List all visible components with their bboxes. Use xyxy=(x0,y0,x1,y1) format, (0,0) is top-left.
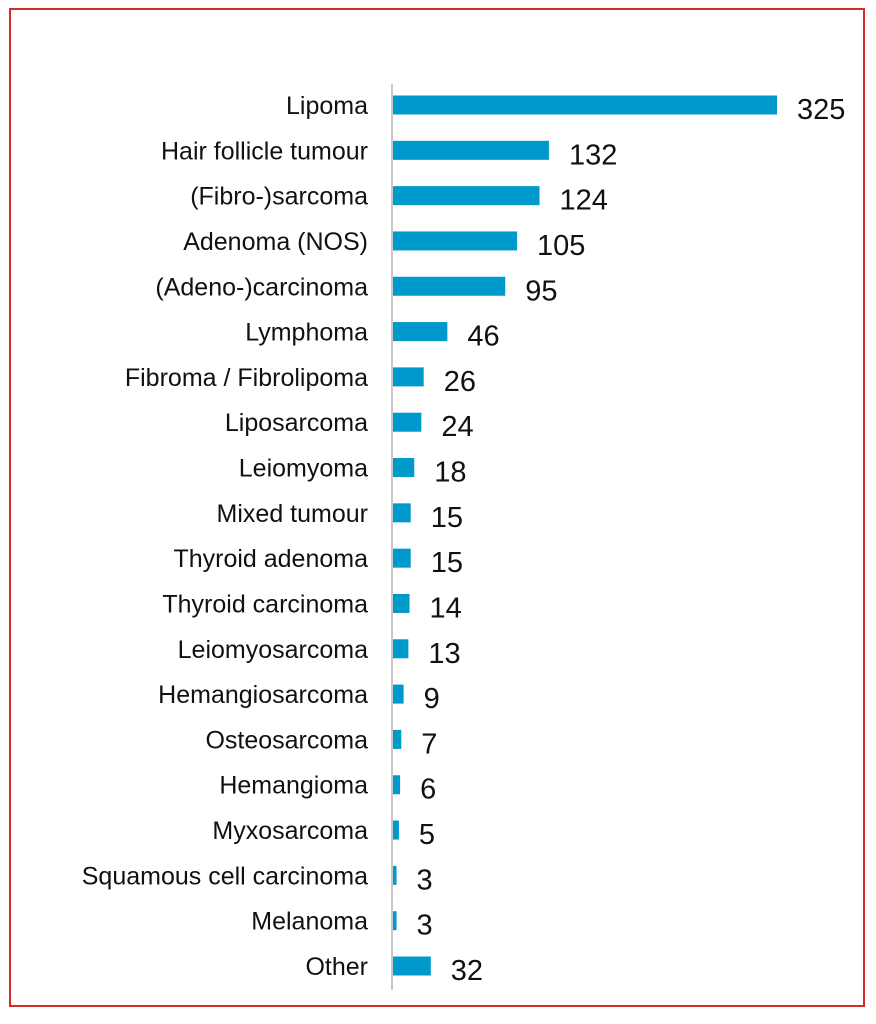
bar xyxy=(393,548,411,568)
category-label: (Fibro-)sarcoma xyxy=(190,183,368,211)
value-label: 15 xyxy=(431,502,463,534)
value-label: 46 xyxy=(467,321,499,353)
value-label: 14 xyxy=(430,592,462,624)
value-label: 6 xyxy=(420,774,436,806)
value-label: 105 xyxy=(537,230,585,262)
bar xyxy=(393,956,431,976)
category-label: Leiomyoma xyxy=(239,455,368,483)
bar xyxy=(393,186,540,206)
bar xyxy=(393,911,397,931)
value-label: 18 xyxy=(434,457,466,489)
category-label: Liposarcoma xyxy=(225,409,368,437)
value-label: 13 xyxy=(428,638,460,670)
bar xyxy=(393,367,424,387)
value-label: 3 xyxy=(417,864,433,896)
value-label: 32 xyxy=(451,955,483,987)
category-label: Hemangiosarcoma xyxy=(158,681,368,709)
value-label: 325 xyxy=(797,94,845,126)
bar xyxy=(393,593,410,613)
category-label: Hair follicle tumour xyxy=(161,137,368,165)
category-label: Thyroid carcinoma xyxy=(162,590,368,618)
category-label: Leiomyosarcoma xyxy=(178,636,368,664)
value-label: 5 xyxy=(419,819,435,851)
value-label: 124 xyxy=(560,185,608,217)
value-label: 3 xyxy=(417,910,433,942)
category-label: Thyroid adenoma xyxy=(173,545,368,573)
bar xyxy=(393,775,401,795)
value-label: 95 xyxy=(525,275,557,307)
bar xyxy=(393,503,411,523)
value-label: 9 xyxy=(424,683,440,715)
category-label: Lipoma xyxy=(286,92,368,120)
category-label: Osteosarcoma xyxy=(205,726,368,754)
bar xyxy=(393,639,409,659)
chart-frame xyxy=(9,8,865,1007)
category-label: Mixed tumour xyxy=(217,500,368,528)
bar xyxy=(393,865,397,885)
category-label: (Adeno-)carcinoma xyxy=(155,273,368,301)
category-label: Other xyxy=(305,953,368,981)
category-label: Adenoma (NOS) xyxy=(183,228,368,256)
bar xyxy=(393,276,506,296)
bar xyxy=(393,95,777,115)
bar xyxy=(393,231,518,251)
value-label: 7 xyxy=(421,728,437,760)
value-label: 26 xyxy=(444,366,476,398)
bar xyxy=(393,820,399,840)
category-label: Lymphoma xyxy=(245,319,368,347)
bar xyxy=(393,684,404,704)
bar xyxy=(393,412,422,432)
bar xyxy=(393,322,448,342)
category-label: Melanoma xyxy=(251,908,368,936)
value-label: 24 xyxy=(441,411,473,443)
category-label: Fibroma / Fibrolipoma xyxy=(125,364,368,392)
value-label: 15 xyxy=(431,547,463,579)
bar xyxy=(393,140,549,160)
value-label: 132 xyxy=(569,139,617,171)
category-label: Squamous cell carcinoma xyxy=(82,862,368,890)
category-label: Hemangioma xyxy=(219,772,368,800)
bar xyxy=(393,458,415,478)
bar xyxy=(393,729,402,749)
category-label: Myxosarcoma xyxy=(212,817,368,845)
